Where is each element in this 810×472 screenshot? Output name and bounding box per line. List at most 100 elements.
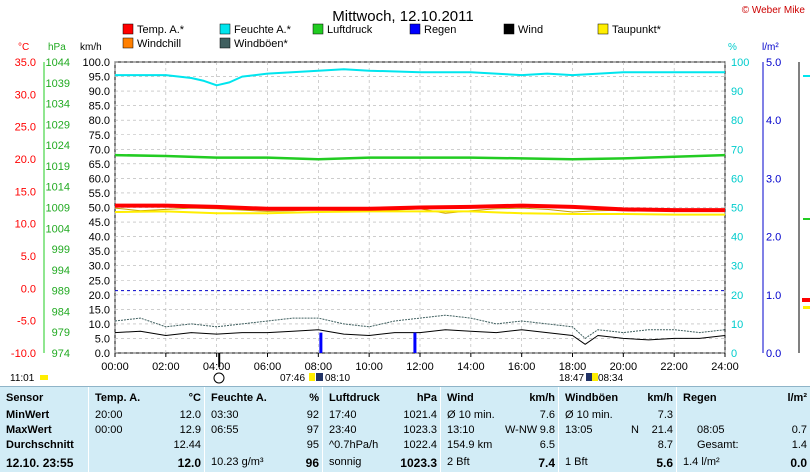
edge-marker-cyan: [803, 75, 810, 77]
x-tick-label: 24:00: [711, 361, 739, 373]
wind-tick-label: 45.0: [89, 217, 110, 229]
gust-column: Windböen km/h Ø 10 min. 7.3 13:05 N 21.4 8.7…: [558, 387, 677, 472]
gust-max-dir: N: [631, 424, 639, 436]
rain-column: Regen l/m² 08:05 0.7 Gesamt: 1.4 1.4 l/m² 0.…: [676, 387, 810, 472]
hum-tick-label: 40: [731, 232, 743, 244]
x-tick-label: 00:00: [101, 361, 129, 373]
wind-max-value: 9.8: [539, 424, 555, 436]
press-tick-label: 1009: [46, 203, 70, 215]
temp-tick-label: 10.0: [15, 219, 36, 231]
press-tick-label: 1034: [46, 99, 70, 111]
hum-max-time: 06:55: [211, 424, 239, 436]
temp-tick-label: 15.0: [15, 186, 36, 198]
hum-tick-label: 60: [731, 173, 743, 185]
hum-min-time: 03:30: [211, 409, 239, 421]
press-tick-label: 999: [52, 244, 70, 256]
series-line-taupunkt: [114, 210, 725, 216]
press-tick-label: 984: [52, 306, 70, 318]
x-tick-label: 12:00: [406, 361, 434, 373]
legend-label: Temp. A.*: [137, 24, 185, 36]
rain-tick-label: 4.0: [766, 115, 781, 127]
temp-tick-label: -10.0: [11, 348, 36, 360]
wind-bft: 2 Bft: [447, 456, 470, 468]
edge-marker-red: [802, 298, 810, 302]
press-unit-label: hPa: [416, 392, 437, 404]
x-tick-label: 22:00: [660, 361, 688, 373]
press-tick-label: 1019: [46, 161, 70, 173]
rain-total-value: 1.4: [791, 439, 807, 451]
rain-bar: [319, 332, 323, 353]
sunset-label: 18:47: [559, 373, 584, 384]
legend-label: Regen: [424, 24, 456, 36]
temp-tick-label: 25.0: [15, 122, 36, 134]
gust-current-value: 5.6: [656, 456, 673, 470]
press-header: Luftdruck: [329, 392, 380, 404]
x-tick-label: 02:00: [152, 361, 180, 373]
temp-current-value: 12.0: [177, 456, 201, 470]
press-tick-label: 1024: [46, 140, 70, 152]
press-unit: hPa: [48, 42, 66, 53]
legend-label: Luftdruck: [327, 24, 373, 36]
legend-label: Windchill: [137, 38, 181, 50]
edge-marker-green: [803, 218, 810, 220]
wind-tick-label: 25.0: [89, 275, 110, 287]
sunset-icon: [586, 373, 592, 381]
press-tick-label: 994: [52, 265, 70, 277]
sun-start-icon: [40, 375, 48, 380]
hum-tick-label: 30: [731, 261, 743, 273]
wind-unit: km/h: [80, 42, 102, 53]
wind-max-dir: W-NW: [505, 424, 538, 436]
wind-tick-label: 0.0: [95, 348, 110, 360]
hum-avg-value: 95: [306, 439, 319, 451]
rain-day-total: 1.4 l/m²: [683, 456, 720, 468]
copyright-label: © Weber Mike: [742, 5, 806, 16]
wind-distance: 154.9 km: [447, 439, 493, 451]
x-tick-label: 04:00: [203, 361, 231, 373]
temp-avg-value: 12.44: [173, 439, 201, 451]
hum-tick-label: 0: [731, 348, 737, 360]
wind-header: Wind: [447, 392, 474, 404]
moonrise-icon: [316, 373, 323, 381]
wind-tick-label: 30.0: [89, 261, 110, 273]
wind-tick-label: 50.0: [89, 203, 110, 215]
current-datetime: 12.10. 23:55: [6, 456, 74, 470]
wind-tick-label: 40.0: [89, 232, 110, 244]
gust-avg-value: 8.7: [657, 439, 673, 451]
wind-tick-label: 80.0: [89, 115, 110, 127]
hum-tick-label: 50: [731, 203, 743, 215]
press-tick-label: 1004: [46, 223, 70, 235]
temp-tick-label: 30.0: [15, 89, 36, 101]
temp-max-time: 00:00: [95, 424, 123, 436]
wind-tick-label: 90.0: [89, 86, 110, 98]
wind-tick-label: 10.0: [89, 319, 110, 331]
stats-table: Sensor MinWert MaxWert Durchschnitt 12.1…: [0, 386, 810, 472]
legend-label: Windböen*: [234, 38, 289, 50]
sensor-column: Sensor MinWert MaxWert Durchschnitt 12.1…: [0, 387, 88, 472]
series-line-wind: [114, 329, 726, 345]
hum-unit-label: %: [309, 392, 319, 404]
press-trend: ^0.7hPa/h: [329, 439, 379, 451]
x-tick-label: 06:00: [254, 361, 282, 373]
rain-total-label: Gesamt:: [697, 439, 739, 451]
series-line-temp-a: [115, 203, 725, 213]
hum-tick-label: 90: [731, 86, 743, 98]
wind-tick-label: 100.0: [82, 57, 110, 69]
legend-label: Wind: [518, 24, 543, 36]
rain-tick-label: 5.0: [766, 57, 781, 69]
temp-tick-label: 0.0: [21, 283, 36, 295]
temp-column: Temp. A. °C 20:00 12.0 00:00 12.9 12.44 12.…: [88, 387, 205, 472]
wind-tick-label: 60.0: [89, 173, 110, 185]
row-label-min: MinWert: [6, 409, 50, 421]
legend-swatch: [219, 37, 231, 49]
rain-max-value: 0.7: [791, 424, 807, 436]
hum-unit: %: [728, 42, 737, 53]
hum-current-value: 96: [305, 456, 319, 470]
temp-tick-label: -5.0: [17, 316, 36, 328]
hum-column: Feuchte A.% 03:30 92 06:55 97 95 10.23 g/m…: [204, 387, 323, 472]
gust-avg10-label: Ø 10 min.: [565, 409, 613, 421]
press-tick-label: 979: [52, 327, 70, 339]
press-forecast: sonnig: [329, 456, 362, 468]
temp-unit: °C: [18, 42, 29, 53]
x-tick-label: 08:00: [305, 361, 333, 373]
x-tick-label: 16:00: [508, 361, 536, 373]
